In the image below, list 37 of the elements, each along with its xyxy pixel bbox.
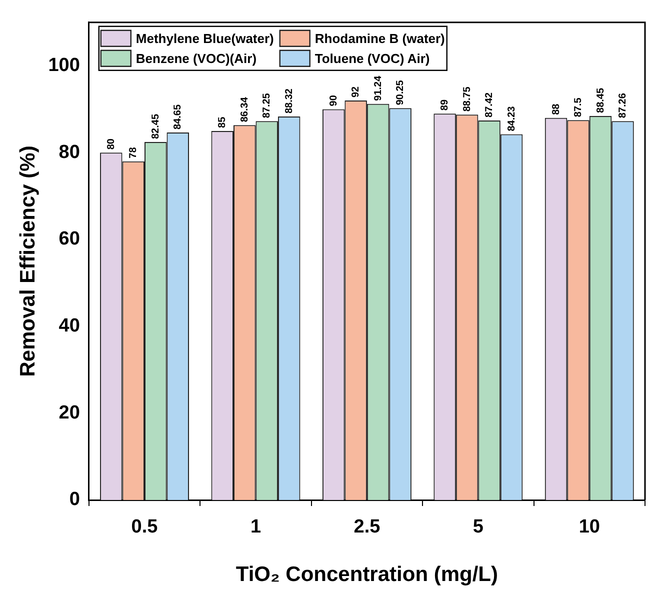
y-tick-label: 60 <box>58 228 80 250</box>
x-tick-label: 1 <box>250 516 262 538</box>
data-label: 92 <box>350 86 362 98</box>
x-tick-label: 10 <box>578 516 600 538</box>
data-label: 82.45 <box>150 114 162 140</box>
y-tick-label: 40 <box>58 316 80 337</box>
data-label: 84.65 <box>172 104 184 130</box>
data-label: 86.34 <box>239 96 250 122</box>
data-label: 88.75 <box>462 86 473 112</box>
legend-label: Toluene (VOC) Air) <box>314 50 430 66</box>
y-axis-title: Removal Efficiency (%) <box>16 146 40 377</box>
data-label: 78 <box>128 146 140 158</box>
legend-label: Benzene (VOC)(Air) <box>136 50 257 66</box>
data-label: 88 <box>550 103 562 115</box>
data-label: 87.42 <box>484 92 496 118</box>
y-tick-label: 20 <box>58 402 80 424</box>
data-label: 88.32 <box>284 88 295 114</box>
data-label: 89 <box>440 99 451 111</box>
data-label: 80 <box>106 138 117 150</box>
legend-label: Methylene Blue(water) <box>136 30 274 46</box>
legend-label: Rhodamine B (water) <box>314 30 445 46</box>
data-label: 87.26 <box>618 92 629 118</box>
data-label: 91.24 <box>372 75 384 101</box>
y-tick-label: 0 <box>69 489 80 510</box>
data-label: 90 <box>328 94 340 106</box>
data-label: 85 <box>217 116 228 128</box>
x-tick-label: 2.5 <box>354 516 381 538</box>
x-tick-label: 5 <box>472 516 484 538</box>
data-label: 84.23 <box>506 106 518 132</box>
y-tick-label: 80 <box>58 142 80 163</box>
data-label: 88.45 <box>595 88 606 113</box>
data-label: 87.5 <box>573 97 584 118</box>
data-label: 87.25 <box>262 92 273 118</box>
data-label: 90.25 <box>395 80 406 106</box>
y-tick-label: 100 <box>48 55 80 76</box>
x-axis-title: TiO₂ Concentration (mg/L) <box>236 563 498 586</box>
x-tick-label: 0.5 <box>131 516 158 538</box>
